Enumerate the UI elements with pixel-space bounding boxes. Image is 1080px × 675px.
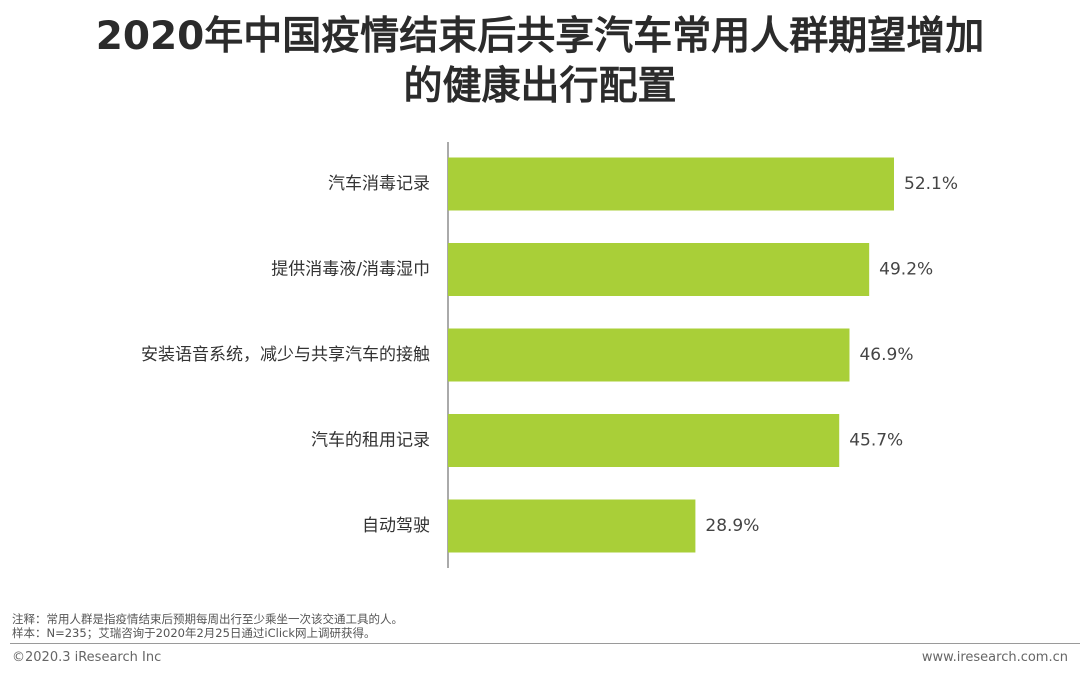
bar-3 — [448, 414, 840, 467]
footer-divider — [10, 643, 1080, 644]
bar-4 — [448, 499, 696, 553]
category-label-1: 提供消毒液/消毒湿巾 — [271, 260, 430, 280]
bar-2 — [448, 328, 850, 382]
category-label-4: 自动驾驶 — [362, 516, 430, 536]
category-label-2: 安装语音系统，减少与共享汽车的接触 — [141, 345, 430, 365]
chart-title: 2020年中国疫情结束后共享汽车常用人群期望增加 的健康出行配置 — [0, 12, 1080, 112]
bar-0 — [448, 157, 894, 211]
website-link[interactable]: www.iresearch.com.cn — [921, 650, 1068, 665]
chart-title-line1: 2020年中国疫情结束后共享汽车常用人群期望增加 — [95, 14, 985, 59]
footnote: 注释：常用人群是指疫情结束后预期每周出行至少乘坐一次该交通工具的人。 — [12, 612, 403, 626]
value-label-1: 49.2% — [879, 260, 933, 280]
value-label-3: 45.7% — [849, 431, 903, 451]
category-label-0: 汽车消毒记录 — [328, 174, 430, 194]
chart-title-line2: 的健康出行配置 — [403, 64, 677, 109]
value-label-4: 28.9% — [705, 516, 759, 536]
bar-1 — [448, 243, 870, 296]
copyright-text: ©2020.3 iResearch Inc — [12, 650, 162, 665]
sample-note: 样本：N=235；艾瑞咨询于2020年2月25日通过iClick网上调研获得。 — [12, 626, 376, 640]
category-label-3: 汽车的租用记录 — [311, 431, 430, 451]
bar-chart: 汽车消毒记录 52.1% 提供消毒液/消毒湿巾 49.2% 安装语音系统，减少与共享汽车… — [141, 142, 958, 568]
value-label-2: 46.9% — [859, 345, 913, 365]
bars-group: 汽车消毒记录 52.1% 提供消毒液/消毒湿巾 49.2% 安装语音系统，减少与共享汽车… — [141, 157, 958, 553]
value-label-0: 52.1% — [904, 174, 958, 194]
